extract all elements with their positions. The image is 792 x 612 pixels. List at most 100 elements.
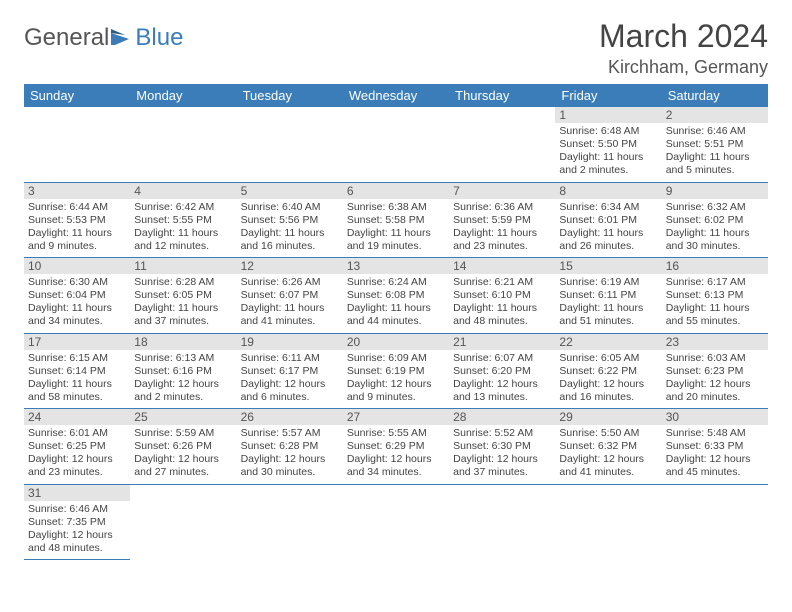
day-number: 17 [24, 334, 130, 350]
day-cell: 11Sunrise: 6:28 AMSunset: 6:05 PMDayligh… [130, 258, 236, 334]
day-cell: 29Sunrise: 5:50 AMSunset: 6:32 PMDayligh… [555, 409, 661, 485]
day-cell: 17Sunrise: 6:15 AMSunset: 6:14 PMDayligh… [24, 333, 130, 409]
day-cell: 26 Sunrise: 5:57 AMSunset: 6:28 PMDayligh… [237, 409, 343, 485]
day-number: 8 [555, 183, 661, 199]
day-info: Sunrise: 5:52 AMSunset: 6:30 PMDaylight:… [453, 427, 551, 480]
day-cell: 21Sunrise: 6:07 AMSunset: 6:20 PMDayligh… [449, 333, 555, 409]
day-number: 2 [662, 107, 768, 123]
day-number: 24 [24, 409, 130, 425]
empty-cell [24, 107, 130, 182]
day-number: 14 [449, 258, 555, 274]
day-cell: 19 Sunrise: 6:11 AMSunset: 6:17 PMDayligh… [237, 333, 343, 409]
logo-flag-icon [111, 24, 133, 52]
day-info: Sunrise: 6:46 AMSunset: 5:51 PMDaylight:… [666, 125, 764, 178]
day-number: 1 [555, 107, 661, 123]
day-cell: 13 Sunrise: 6:24 AMSunset: 6:08 PMDayligh… [343, 258, 449, 334]
month-title: March 2024 [599, 18, 768, 55]
calendar-table: SundayMondayTuesdayWednesdayThursdayFrid… [24, 84, 768, 560]
day-info: Sunrise: 6:32 AMSunset: 6:02 PMDaylight:… [666, 201, 764, 254]
day-info: Sunrise: 6:30 AMSunset: 6:04 PMDaylight:… [28, 276, 126, 329]
day-info: Sunrise: 6:21 AMSunset: 6:10 PMDaylight:… [453, 276, 551, 329]
day-cell: 3 Sunrise: 6:44 AMSunset: 5:53 PMDaylight… [24, 182, 130, 258]
day-cell: 25 Sunrise: 5:59 AMSunset: 6:26 PMDayligh… [130, 409, 236, 485]
day-number: 13 [343, 258, 449, 274]
weekday-header: Friday [555, 84, 661, 107]
weekday-header: Wednesday [343, 84, 449, 107]
day-number: 9 [662, 183, 768, 199]
empty-cell [343, 107, 449, 182]
day-info: Sunrise: 6:11 AMSunset: 6:17 PMDaylight:… [241, 352, 339, 405]
day-info: Sunrise: 5:57 AMSunset: 6:28 PMDaylight:… [241, 427, 339, 480]
day-number: 20 [343, 334, 449, 350]
day-cell: 7 Sunrise: 6:36 AMSunset: 5:59 PMDaylight… [449, 182, 555, 258]
day-cell: 15 Sunrise: 6:19 AMSunset: 6:11 PMDayligh… [555, 258, 661, 334]
day-info: Sunrise: 6:26 AMSunset: 6:07 PMDaylight:… [241, 276, 339, 329]
day-number: 30 [662, 409, 768, 425]
day-cell: 18Sunrise: 6:13 AMSunset: 6:16 PMDayligh… [130, 333, 236, 409]
day-cell: 4 Sunrise: 6:42 AMSunset: 5:55 PMDaylight… [130, 182, 236, 258]
day-info: Sunrise: 6:09 AMSunset: 6:19 PMDaylight:… [347, 352, 445, 405]
day-cell: 1Sunrise: 6:48 AMSunset: 5:50 PMDaylight… [555, 107, 661, 182]
location: Kirchham, Germany [599, 57, 768, 78]
day-number: 15 [555, 258, 661, 274]
day-cell: 5 Sunrise: 6:40 AMSunset: 5:56 PMDaylight… [237, 182, 343, 258]
day-number: 10 [24, 258, 130, 274]
empty-cell [130, 484, 236, 560]
day-cell: 2 Sunrise: 6:46 AMSunset: 5:51 PMDaylight… [662, 107, 768, 182]
title-block: March 2024 Kirchham, Germany [599, 18, 768, 78]
weekday-header: Saturday [662, 84, 768, 107]
day-number: 18 [130, 334, 236, 350]
day-number: 25 [130, 409, 236, 425]
day-info: Sunrise: 6:46 AMSunset: 7:35 PMDaylight:… [28, 503, 126, 556]
day-info: Sunrise: 6:42 AMSunset: 5:55 PMDaylight:… [134, 201, 232, 254]
day-number: 5 [237, 183, 343, 199]
day-cell: 22 Sunrise: 6:05 AMSunset: 6:22 PMDayligh… [555, 333, 661, 409]
day-info: Sunrise: 6:44 AMSunset: 5:53 PMDaylight:… [28, 201, 126, 254]
header: General Blue March 2024 Kirchham, German… [24, 18, 768, 78]
day-number: 23 [662, 334, 768, 350]
day-cell: 12 Sunrise: 6:26 AMSunset: 6:07 PMDayligh… [237, 258, 343, 334]
day-cell: 14 Sunrise: 6:21 AMSunset: 6:10 PMDayligh… [449, 258, 555, 334]
day-cell: 23 Sunrise: 6:03 AMSunset: 6:23 PMDayligh… [662, 333, 768, 409]
day-number: 16 [662, 258, 768, 274]
day-number: 19 [237, 334, 343, 350]
day-number: 26 [237, 409, 343, 425]
day-info: Sunrise: 6:28 AMSunset: 6:05 PMDaylight:… [134, 276, 232, 329]
weekday-header: Monday [130, 84, 236, 107]
day-cell: 6Sunrise: 6:38 AMSunset: 5:58 PMDaylight… [343, 182, 449, 258]
empty-cell [555, 484, 661, 560]
day-cell: 10 Sunrise: 6:30 AMSunset: 6:04 PMDayligh… [24, 258, 130, 334]
day-info: Sunrise: 6:01 AMSunset: 6:25 PMDaylight:… [28, 427, 126, 480]
day-info: Sunrise: 6:03 AMSunset: 6:23 PMDaylight:… [666, 352, 764, 405]
empty-cell [449, 107, 555, 182]
day-cell: 30 Sunrise: 5:48 AMSunset: 6:33 PMDayligh… [662, 409, 768, 485]
day-number: 22 [555, 334, 661, 350]
logo-text-2: Blue [135, 24, 183, 52]
empty-cell [237, 107, 343, 182]
day-info: Sunrise: 6:40 AMSunset: 5:56 PMDaylight:… [241, 201, 339, 254]
day-number: 3 [24, 183, 130, 199]
day-cell: 28 Sunrise: 5:52 AMSunset: 6:30 PMDayligh… [449, 409, 555, 485]
day-cell: 9 Sunrise: 6:32 AMSunset: 6:02 PMDaylight… [662, 182, 768, 258]
empty-cell [237, 484, 343, 560]
day-info: Sunrise: 6:38 AMSunset: 5:58 PMDaylight:… [347, 201, 445, 254]
day-number: 29 [555, 409, 661, 425]
weekday-header: Tuesday [237, 84, 343, 107]
day-number: 28 [449, 409, 555, 425]
day-info: Sunrise: 6:36 AMSunset: 5:59 PMDaylight:… [453, 201, 551, 254]
day-info: Sunrise: 6:05 AMSunset: 6:22 PMDaylight:… [559, 352, 657, 405]
day-info: Sunrise: 6:17 AMSunset: 6:13 PMDaylight:… [666, 276, 764, 329]
empty-cell [662, 484, 768, 560]
day-info: Sunrise: 5:48 AMSunset: 6:33 PMDaylight:… [666, 427, 764, 480]
day-cell: 20 Sunrise: 6:09 AMSunset: 6:19 PMDayligh… [343, 333, 449, 409]
day-cell: 16 Sunrise: 6:17 AMSunset: 6:13 PMDayligh… [662, 258, 768, 334]
day-info: Sunrise: 5:59 AMSunset: 6:26 PMDaylight:… [134, 427, 232, 480]
day-number: 7 [449, 183, 555, 199]
day-info: Sunrise: 6:24 AMSunset: 6:08 PMDaylight:… [347, 276, 445, 329]
day-number: 4 [130, 183, 236, 199]
day-info: Sunrise: 6:19 AMSunset: 6:11 PMDaylight:… [559, 276, 657, 329]
day-cell: 31Sunrise: 6:46 AMSunset: 7:35 PMDayligh… [24, 484, 130, 560]
day-number: 12 [237, 258, 343, 274]
logo: General Blue [24, 18, 183, 52]
empty-cell [130, 107, 236, 182]
